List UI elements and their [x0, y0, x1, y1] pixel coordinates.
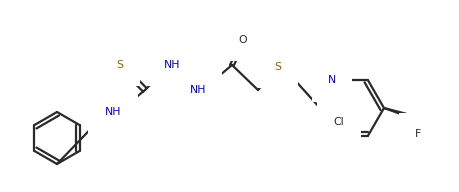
Text: N: N	[327, 75, 336, 85]
Text: O: O	[238, 35, 247, 45]
Text: Cl: Cl	[333, 117, 344, 127]
Text: F: F	[422, 101, 428, 111]
Text: NH: NH	[163, 60, 180, 70]
Text: F: F	[424, 115, 430, 125]
Text: NH: NH	[190, 85, 206, 95]
Text: NH: NH	[105, 107, 121, 117]
Text: S: S	[274, 62, 281, 72]
Text: S: S	[116, 60, 123, 70]
Text: F: F	[414, 129, 420, 139]
